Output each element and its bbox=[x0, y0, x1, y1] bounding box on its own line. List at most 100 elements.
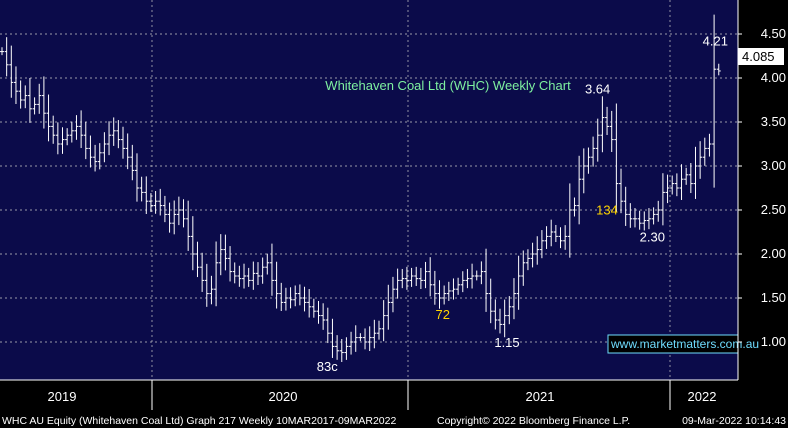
price-bar bbox=[530, 242, 535, 268]
price-bar bbox=[716, 63, 721, 76]
price-bar bbox=[609, 110, 614, 152]
price-bar bbox=[484, 248, 489, 312]
plot-area bbox=[0, 0, 738, 380]
price-bar bbox=[293, 285, 298, 307]
price-bar bbox=[107, 121, 112, 156]
price-bar bbox=[572, 197, 577, 217]
price-bar bbox=[451, 278, 456, 300]
price-bar bbox=[674, 173, 679, 197]
y-tick-label: 4.00 bbox=[761, 70, 786, 85]
price-bar bbox=[255, 262, 260, 286]
price-bar bbox=[237, 265, 242, 287]
annotations: 4.21 3.64 2.30 134 83c 72 1.15 bbox=[317, 34, 728, 374]
price-bar bbox=[363, 328, 368, 350]
price-bar bbox=[153, 190, 158, 214]
price-bar bbox=[88, 135, 93, 168]
price-bar bbox=[390, 276, 395, 313]
price-bar bbox=[102, 132, 107, 163]
price-bar bbox=[498, 308, 503, 334]
last-price-marker: 4.085 bbox=[738, 48, 784, 65]
price-bar bbox=[414, 266, 419, 286]
price-bar bbox=[614, 103, 619, 213]
price-bar bbox=[428, 257, 433, 297]
y-tick-label: 4.50 bbox=[761, 26, 786, 41]
annotation-label: 134 bbox=[596, 202, 618, 217]
price-bar bbox=[288, 287, 293, 309]
price-bar bbox=[60, 127, 65, 154]
y-tick-label: 3.00 bbox=[761, 158, 786, 173]
price-bar bbox=[116, 120, 121, 149]
price-bar bbox=[684, 167, 689, 185]
price-bar bbox=[9, 45, 14, 98]
price-bar bbox=[516, 255, 521, 310]
y-tick-label: 2.50 bbox=[761, 202, 786, 217]
x-tick-label: 2019 bbox=[48, 389, 77, 404]
footer: WHC AU Equity (Whitehaven Coal Ltd) Grap… bbox=[2, 415, 786, 427]
y-axis: 1.00 1.50 2.00 2.50 3.00 3.50 4.00 4.50 bbox=[737, 0, 786, 380]
price-bar bbox=[0, 47, 4, 56]
price-bar bbox=[651, 207, 656, 225]
price-bar bbox=[623, 186, 628, 226]
price-bar bbox=[37, 83, 42, 114]
price-bar bbox=[642, 211, 647, 231]
y-tick-label: 3.50 bbox=[761, 114, 786, 129]
price-bar bbox=[139, 176, 144, 202]
price-bar bbox=[93, 144, 98, 172]
price-bar bbox=[376, 320, 381, 340]
price-bar bbox=[265, 253, 270, 275]
price-bar bbox=[535, 236, 540, 265]
price-bar bbox=[32, 97, 37, 115]
price-bar bbox=[707, 133, 712, 157]
price-bar bbox=[41, 76, 46, 129]
price-bar bbox=[712, 14, 717, 188]
price-bar bbox=[349, 331, 354, 355]
price-bar bbox=[302, 286, 307, 312]
annotation-label: 3.64 bbox=[585, 82, 610, 97]
y-tick-label: 1.00 bbox=[761, 334, 786, 349]
price-bar bbox=[228, 246, 233, 282]
price-bar bbox=[18, 80, 23, 109]
y-tick-label: 2.00 bbox=[761, 246, 786, 261]
price-bar bbox=[679, 164, 684, 200]
price-bar bbox=[79, 110, 84, 149]
price-bar bbox=[344, 337, 349, 360]
price-bar bbox=[432, 270, 437, 305]
price-bar bbox=[567, 183, 572, 258]
price-bar bbox=[181, 199, 186, 228]
price-bar bbox=[65, 128, 70, 146]
price-bar bbox=[251, 261, 256, 290]
footer-copyright: Copyright© 2022 Bloomberg Finance L.P. bbox=[437, 415, 630, 427]
price-bar bbox=[563, 225, 568, 250]
x-tick-label: 2021 bbox=[526, 389, 555, 404]
price-bar bbox=[558, 227, 563, 249]
price-bar bbox=[358, 333, 363, 342]
price-bar bbox=[637, 210, 642, 230]
price-bar bbox=[479, 261, 484, 285]
price-bar bbox=[307, 289, 312, 318]
price-bar bbox=[581, 148, 586, 194]
price-bar bbox=[474, 270, 479, 281]
price-bar bbox=[311, 298, 316, 318]
price-bar bbox=[367, 326, 372, 352]
annotation-label: 72 bbox=[436, 307, 450, 322]
price-bar bbox=[232, 262, 237, 284]
price-bar bbox=[316, 300, 321, 324]
price-bar bbox=[274, 261, 279, 309]
price-bar bbox=[465, 268, 470, 289]
price-bar bbox=[339, 339, 344, 362]
price-bar bbox=[13, 66, 18, 105]
price-bar bbox=[660, 173, 665, 226]
price-bar bbox=[242, 263, 247, 289]
last-price-box bbox=[738, 48, 784, 65]
price-bar bbox=[158, 188, 163, 216]
price-bar bbox=[549, 219, 554, 247]
price-bar bbox=[456, 277, 461, 295]
x-axis: 2019 2020 2021 2022 bbox=[0, 379, 738, 410]
annotation-label: 2.30 bbox=[640, 230, 665, 245]
price-bar bbox=[260, 257, 265, 284]
price-bar bbox=[591, 136, 596, 167]
price-bar bbox=[632, 208, 637, 228]
price-bar bbox=[600, 96, 605, 153]
price-bar bbox=[702, 137, 707, 166]
annotation-label: 1.15 bbox=[494, 335, 519, 350]
